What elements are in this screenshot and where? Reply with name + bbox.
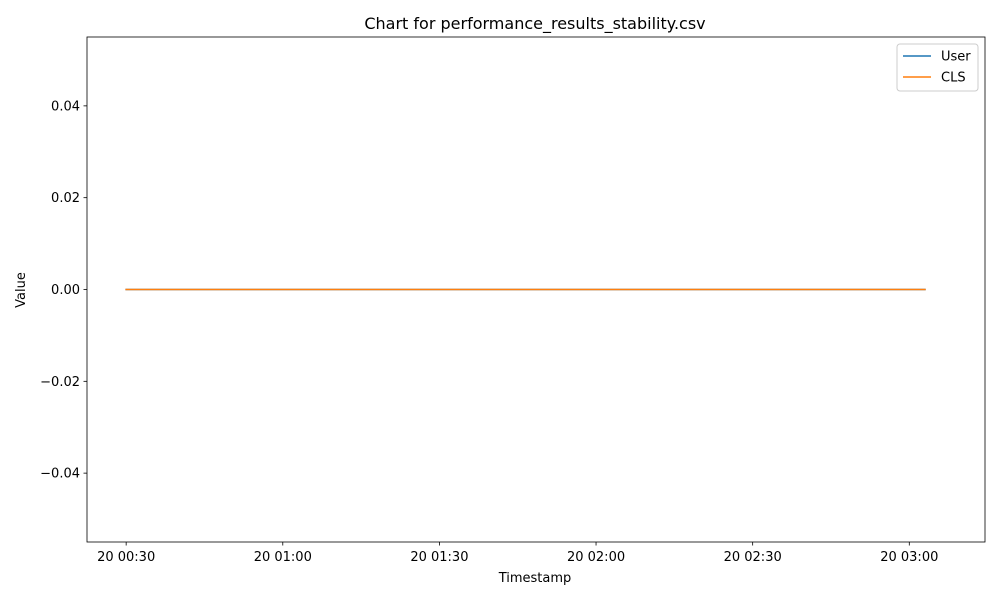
- x-tick-label: 20 00:30: [97, 550, 155, 565]
- legend: User CLS: [896, 43, 979, 92]
- x-tick-label: 20 03:00: [880, 550, 938, 565]
- y-tick-label: −0.02: [40, 375, 80, 390]
- x-tick-label: 20 02:30: [724, 550, 782, 565]
- legend-label-user: User: [941, 50, 971, 65]
- x-tick-label: 20 02:00: [567, 550, 625, 565]
- legend-label-cls: CLS: [941, 71, 966, 86]
- y-tick-label: −0.04: [40, 467, 80, 482]
- x-tick-label: 20 01:30: [410, 550, 468, 565]
- x-axis-label: Timestamp: [498, 571, 572, 586]
- y-tick-label: 0.04: [51, 99, 80, 114]
- y-tick-label: 0.00: [51, 283, 80, 298]
- y-axis-label: Value: [14, 272, 29, 308]
- plot-area: −0.04 −0.02 0.00 0.02 0.04 20 00:30 20 01:00 20…: [40, 36, 986, 565]
- x-tick-label: 20 01:00: [254, 550, 312, 565]
- y-tick-label: 0.02: [51, 191, 80, 206]
- chart-title: Chart for performance_results_stability.…: [364, 14, 705, 34]
